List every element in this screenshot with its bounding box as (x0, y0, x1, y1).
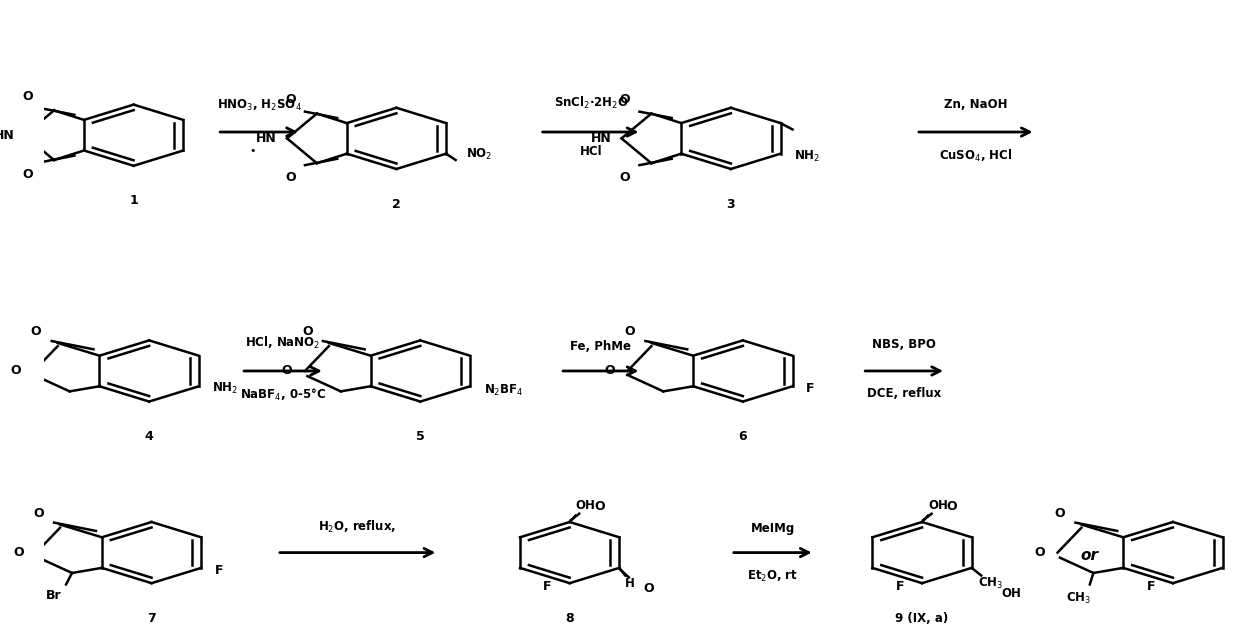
Text: HN: HN (0, 129, 15, 141)
Text: N$_2$BF$_4$: N$_2$BF$_4$ (484, 383, 523, 397)
Text: O: O (22, 168, 33, 180)
Text: Fe, PhMe: Fe, PhMe (570, 340, 631, 353)
Text: O: O (625, 325, 635, 338)
Text: Zn, NaOH: Zn, NaOH (944, 98, 1008, 111)
Text: 3: 3 (727, 198, 735, 211)
Text: O: O (620, 93, 630, 106)
Text: O: O (594, 500, 605, 513)
Text: Br: Br (46, 589, 62, 602)
Text: HNO$_3$, H$_2$SO$_4$: HNO$_3$, H$_2$SO$_4$ (217, 98, 301, 113)
Text: CuSO$_4$, HCl: CuSO$_4$, HCl (939, 148, 1012, 164)
Text: •: • (249, 146, 257, 156)
Text: 7: 7 (148, 612, 156, 625)
Text: O: O (281, 364, 293, 378)
Text: 5: 5 (415, 430, 424, 443)
Text: 2: 2 (392, 198, 401, 211)
Text: SnCl$_2$·2H$_2$O: SnCl$_2$·2H$_2$O (554, 95, 629, 111)
Text: O: O (12, 546, 24, 559)
Text: DCE, reflux: DCE, reflux (867, 387, 941, 400)
Text: F: F (543, 580, 552, 593)
Text: NH$_2$: NH$_2$ (212, 381, 238, 396)
Text: NH$_2$: NH$_2$ (795, 148, 820, 164)
Text: O: O (33, 507, 43, 520)
Text: CH$_3$: CH$_3$ (977, 575, 1003, 591)
Text: 8: 8 (565, 612, 574, 625)
Text: 9 (IX, a): 9 (IX, a) (895, 612, 949, 625)
Text: OH: OH (928, 499, 947, 513)
Text: F: F (1147, 580, 1154, 593)
Text: OH: OH (1002, 587, 1022, 600)
Text: NBS, BPO: NBS, BPO (872, 337, 936, 351)
Text: HCl: HCl (580, 145, 603, 158)
Text: O: O (1034, 546, 1045, 559)
Text: O: O (1055, 507, 1065, 520)
Text: F: F (806, 382, 815, 396)
Text: F: F (895, 580, 904, 593)
Text: O: O (285, 93, 296, 106)
Text: O: O (31, 325, 41, 338)
Text: HN: HN (590, 132, 611, 145)
Text: 1: 1 (129, 195, 138, 207)
Text: 6: 6 (739, 430, 748, 443)
Text: O: O (604, 364, 615, 378)
Text: or: or (1080, 548, 1099, 563)
Text: Et$_2$O, rt: Et$_2$O, rt (748, 568, 799, 584)
Text: O: O (285, 171, 296, 184)
Text: O: O (303, 325, 312, 338)
Text: O: O (22, 90, 33, 103)
Text: H$_2$O, reflux,: H$_2$O, reflux, (317, 518, 396, 535)
Text: O: O (946, 500, 957, 513)
Text: NaBF$_4$, 0-5°C: NaBF$_4$, 0-5°C (239, 387, 326, 403)
Text: NO$_2$: NO$_2$ (466, 147, 492, 162)
Text: OH: OH (575, 499, 595, 513)
Text: MeIMg: MeIMg (750, 522, 795, 535)
Text: 4: 4 (145, 430, 154, 443)
Text: O: O (620, 171, 630, 184)
Text: H: H (625, 577, 635, 591)
Text: O: O (11, 364, 21, 378)
Text: HN: HN (257, 132, 277, 145)
Text: F: F (215, 564, 223, 577)
Text: O: O (644, 582, 655, 595)
Text: HCl, NaNO$_2$: HCl, NaNO$_2$ (246, 335, 320, 351)
Text: CH$_3$: CH$_3$ (1066, 591, 1091, 606)
